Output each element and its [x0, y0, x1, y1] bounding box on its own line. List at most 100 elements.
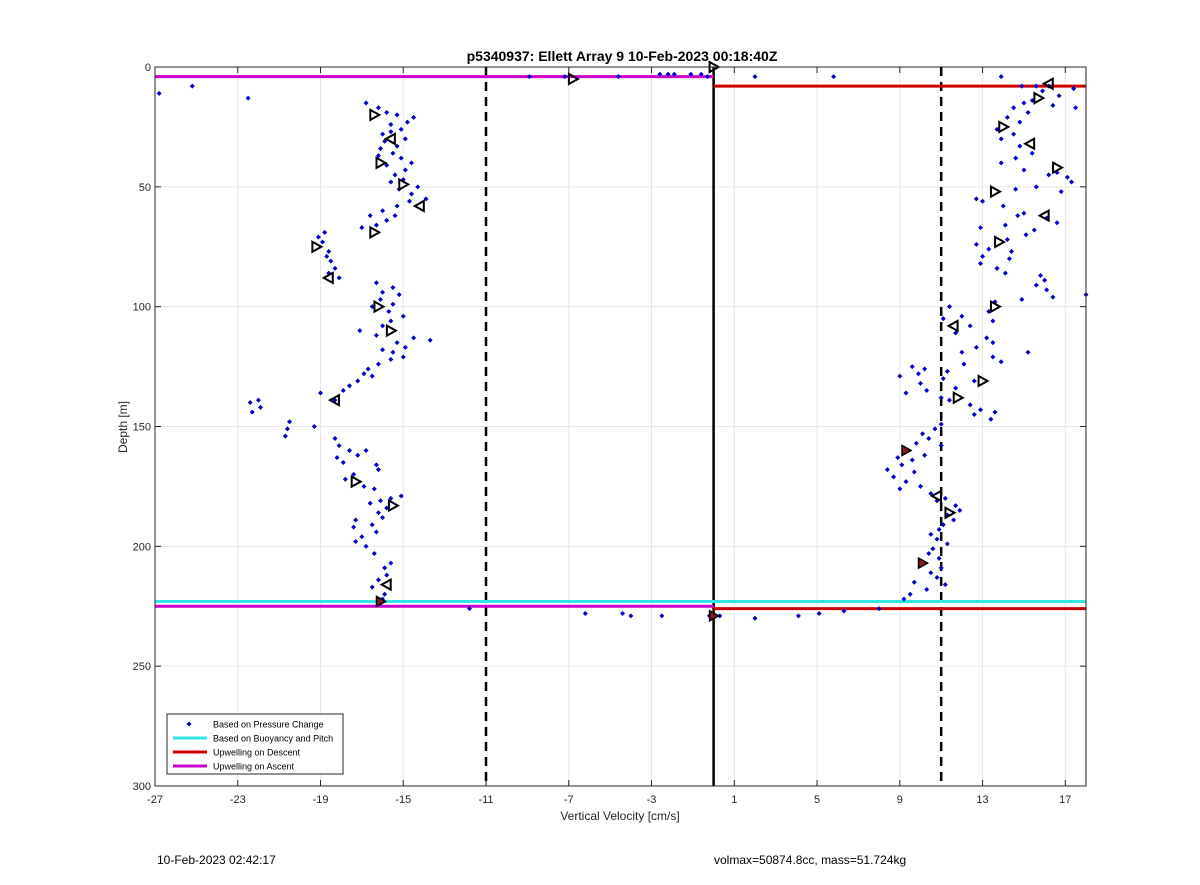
y-tick-label: 250 — [133, 661, 151, 673]
data-points — [156, 71, 1089, 621]
triangle-marker — [989, 299, 1003, 314]
data-point — [286, 419, 292, 425]
data-point — [394, 112, 400, 118]
data-point — [1033, 184, 1039, 190]
data-point — [361, 483, 367, 489]
data-point — [373, 462, 379, 468]
data-point — [382, 591, 388, 597]
data-point — [938, 421, 944, 427]
data-point — [628, 613, 634, 619]
data-point — [1002, 270, 1008, 276]
data-point — [388, 122, 394, 128]
data-point — [367, 500, 373, 506]
x-axis-label: Vertical Velocity [cm/s] — [560, 809, 679, 823]
data-point — [378, 145, 384, 151]
filled-marker — [708, 609, 721, 623]
triangle-marker — [379, 577, 392, 592]
data-point — [831, 74, 837, 80]
data-point — [1025, 110, 1031, 116]
data-point — [936, 527, 942, 533]
data-point — [816, 610, 822, 616]
data-point — [380, 208, 386, 214]
data-point — [284, 426, 290, 432]
data-point — [380, 289, 386, 295]
data-point — [895, 455, 901, 461]
data-point — [909, 364, 915, 370]
x-tick-label: 1 — [731, 794, 737, 806]
triangle-marker — [952, 391, 965, 405]
data-point — [977, 261, 983, 267]
triangle-marker — [311, 240, 324, 254]
data-point — [973, 196, 979, 202]
data-point — [795, 613, 801, 619]
data-point — [940, 376, 946, 382]
data-point — [971, 412, 977, 418]
data-point — [1042, 277, 1048, 283]
data-point — [665, 71, 671, 77]
data-point — [899, 462, 905, 468]
y-tick-label: 200 — [133, 541, 151, 553]
data-point — [318, 390, 324, 396]
data-point — [926, 435, 932, 441]
data-point — [942, 495, 948, 501]
data-point — [959, 313, 965, 319]
triangle-marker — [383, 132, 396, 146]
data-point — [973, 344, 979, 350]
triangle-marker — [1033, 91, 1046, 105]
data-point — [1069, 179, 1075, 185]
data-point — [384, 110, 390, 116]
data-point — [258, 404, 264, 410]
data-point — [932, 426, 938, 432]
data-point — [926, 551, 932, 557]
triangle-marker — [398, 177, 411, 192]
data-point — [355, 452, 361, 458]
data-point — [398, 126, 404, 132]
data-point — [917, 483, 923, 489]
data-point — [1011, 131, 1017, 137]
data-point — [373, 222, 379, 228]
data-point — [282, 433, 288, 439]
data-point — [373, 280, 379, 286]
data-point — [1031, 227, 1037, 233]
data-point — [1017, 143, 1023, 149]
data-point — [380, 131, 386, 137]
triangle-marker — [929, 489, 943, 503]
triangle-marker — [567, 72, 580, 86]
data-point — [977, 225, 983, 231]
data-point — [400, 313, 406, 319]
data-point — [620, 610, 626, 616]
triangle-marker — [998, 120, 1011, 134]
data-point — [1004, 237, 1010, 243]
data-point — [311, 424, 317, 429]
data-point — [938, 443, 944, 449]
data-point — [911, 469, 917, 475]
data-point — [357, 328, 363, 334]
data-point — [967, 323, 973, 329]
reference-lines — [484, 67, 943, 786]
data-point — [400, 354, 406, 360]
data-point — [367, 213, 373, 219]
data-point — [928, 570, 934, 576]
data-point — [351, 471, 357, 477]
data-point — [363, 447, 369, 453]
data-point — [582, 610, 588, 616]
data-point — [988, 416, 994, 422]
data-point — [1011, 105, 1017, 111]
data-point — [928, 531, 934, 537]
legend-swatch-point — [186, 721, 192, 727]
data-point — [1056, 93, 1062, 99]
data-point — [375, 577, 381, 583]
data-point — [359, 534, 365, 540]
data-point — [1017, 119, 1023, 125]
data-point — [994, 265, 1000, 271]
data-point — [953, 330, 959, 336]
data-point — [384, 572, 390, 578]
data-point — [346, 383, 352, 389]
data-point — [1013, 155, 1019, 161]
data-point — [380, 515, 386, 521]
data-point — [990, 340, 996, 346]
data-point — [398, 155, 404, 161]
data-point — [1033, 83, 1039, 89]
data-point — [359, 225, 365, 231]
